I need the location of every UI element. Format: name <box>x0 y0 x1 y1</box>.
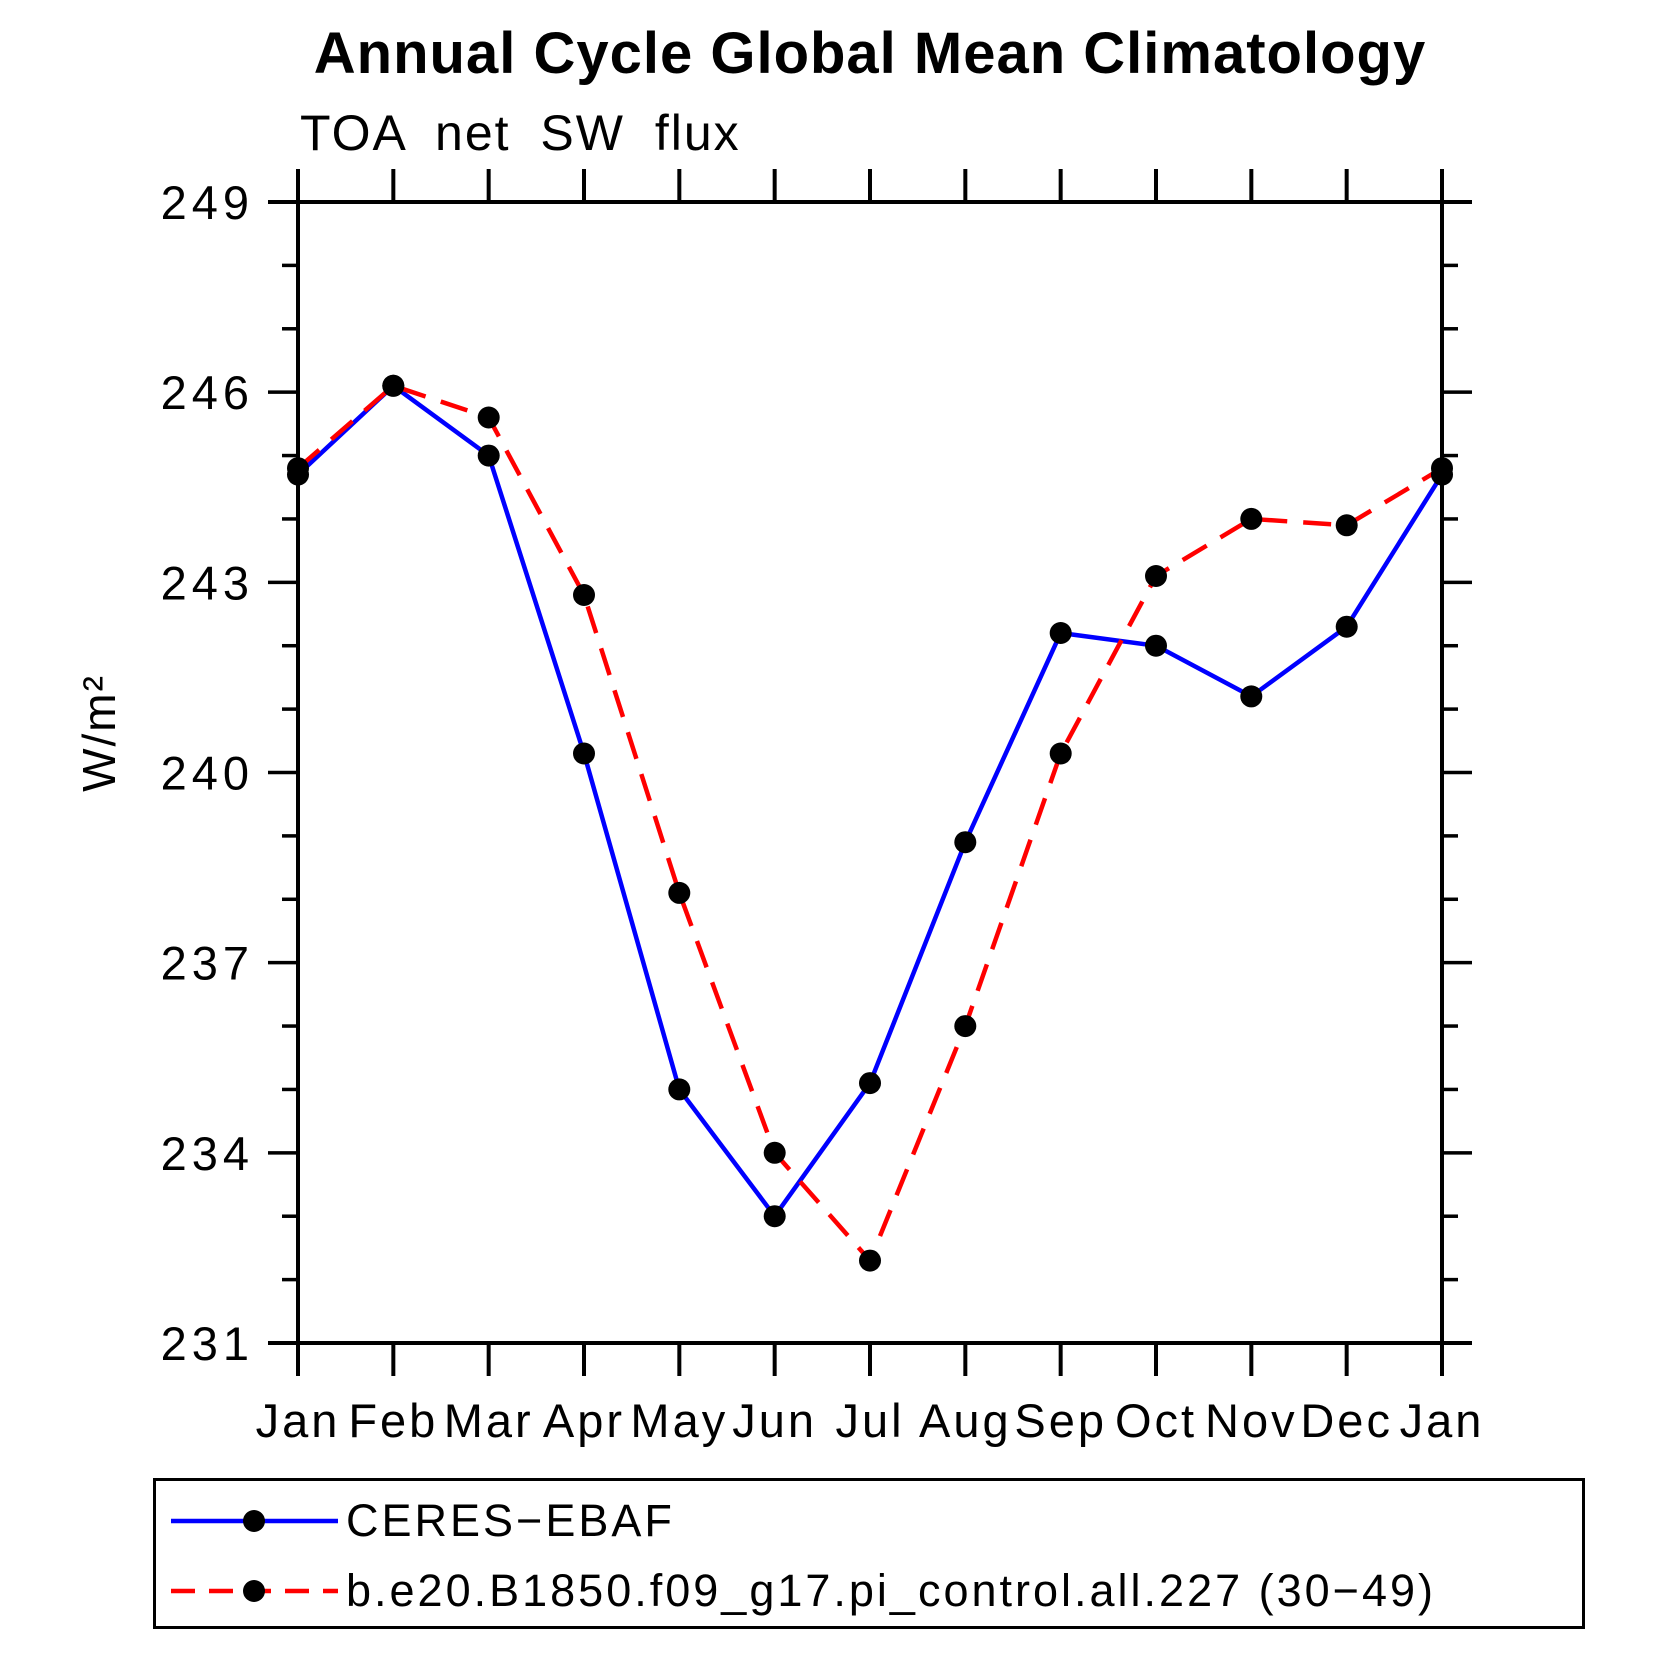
legend-sample-model <box>171 1580 338 1602</box>
data-point-s1-8 <box>1049 742 1072 765</box>
xtick-label-4-may: May <box>630 1394 728 1447</box>
ytick-label-231: 231 <box>161 1317 254 1370</box>
legend-marker-dot <box>243 1510 265 1532</box>
legend: CERES−EBAF b.e20.B1850.f09_g17.pi_contro… <box>153 1478 1585 1629</box>
xtick-label-12-jan: Jan <box>1400 1394 1485 1447</box>
data-point-s1-5 <box>763 1141 786 1164</box>
xtick-label-0-jan: Jan <box>256 1394 341 1447</box>
data-point-s1-11 <box>1335 514 1358 537</box>
xtick-label-6-jul: Jul <box>835 1394 904 1447</box>
data-point-s0-6 <box>859 1072 881 1095</box>
legend-item-model: b.e20.B1850.f09_g17.pi_control.all.227 (… <box>166 1556 1582 1626</box>
data-point-s0-10 <box>1240 685 1263 708</box>
ytick-label-246: 246 <box>161 366 254 419</box>
legend-label-ceres: CERES−EBAF <box>346 1495 675 1546</box>
data-point-s0-3 <box>573 742 595 765</box>
left-axis-subtitle: TOA net SW flux <box>300 105 741 161</box>
data-point-s1-9 <box>1145 565 1167 587</box>
xtick-label-2-mar: Mar <box>444 1394 534 1447</box>
data-point-s1-1 <box>382 374 405 397</box>
data-point-s0-5 <box>763 1205 786 1228</box>
data-point-s1-0 <box>287 457 309 480</box>
data-point-s1-3 <box>573 584 595 606</box>
data-point-s0-4 <box>668 1078 691 1101</box>
data-point-s1-10 <box>1240 507 1263 530</box>
xtick-label-5-jun: Jun <box>732 1394 817 1447</box>
ytick-label-240: 240 <box>161 747 254 800</box>
data-point-s1-6 <box>859 1249 881 1272</box>
series-line-1 <box>296 383 1444 1265</box>
ytick-label-234: 234 <box>161 1127 254 1180</box>
data-point-s0-8 <box>1049 622 1072 644</box>
data-point-s0-11 <box>1335 615 1358 638</box>
legend-marker-dot <box>243 1580 265 1602</box>
legend-item-ceres: CERES−EBAF <box>166 1486 1582 1556</box>
chart-title: Annual Cycle Global Mean Climatology <box>313 21 1427 86</box>
xtick-label-10-nov: Nov <box>1205 1394 1298 1447</box>
xtick-label-7-aug: Aug <box>919 1394 1012 1447</box>
ytick-label-243: 243 <box>161 556 254 609</box>
data-point-s0-2 <box>477 444 500 467</box>
xtick-label-1-feb: Feb <box>348 1394 438 1447</box>
legend-sample-ceres <box>171 1510 338 1532</box>
data-point-s1-7 <box>954 1015 977 1038</box>
data-point-s1-12 <box>1431 457 1453 480</box>
data-point-s0-7 <box>954 831 977 854</box>
data-point-s1-2 <box>477 406 500 429</box>
xtick-label-9-oct: Oct <box>1115 1394 1197 1447</box>
xtick-label-3-apr: Apr <box>543 1394 625 1447</box>
ytick-label-237: 237 <box>161 937 254 990</box>
data-point-s0-9 <box>1145 634 1167 657</box>
ytick-label-249: 249 <box>161 176 254 229</box>
xtick-label-11-dec: Dec <box>1300 1394 1393 1447</box>
legend-label-model: b.e20.B1850.f09_g17.pi_control.all.227 (… <box>346 1565 1436 1616</box>
data-point-s1-4 <box>668 881 691 904</box>
xtick-label-8-sep: Sep <box>1014 1394 1107 1447</box>
